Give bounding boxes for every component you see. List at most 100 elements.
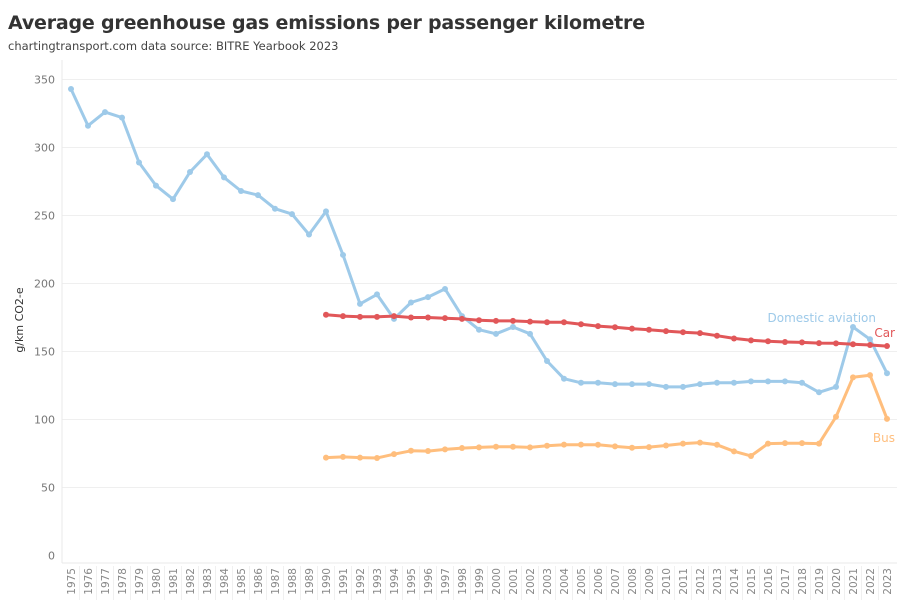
data-point[interactable] [731, 448, 737, 455]
data-point[interactable] [629, 444, 635, 451]
data-point[interactable] [425, 448, 431, 455]
data-point[interactable] [714, 379, 720, 386]
data-point[interactable] [544, 358, 550, 365]
data-point[interactable] [238, 188, 244, 195]
data-point[interactable] [765, 338, 771, 345]
data-point[interactable] [561, 319, 567, 326]
data-point[interactable] [442, 285, 448, 292]
data-point[interactable] [408, 447, 414, 454]
data-point[interactable] [680, 329, 686, 336]
data-point[interactable] [595, 379, 601, 386]
data-point[interactable] [629, 381, 635, 388]
data-point[interactable] [374, 313, 380, 320]
data-point[interactable] [306, 231, 312, 238]
data-point[interactable] [374, 454, 380, 461]
data-point[interactable] [595, 441, 601, 448]
data-point[interactable] [544, 442, 550, 449]
data-point[interactable] [493, 443, 499, 450]
data-point[interactable] [340, 251, 346, 258]
data-point[interactable] [170, 196, 176, 203]
data-point[interactable] [544, 319, 550, 326]
data-point[interactable] [578, 379, 584, 386]
data-point[interactable] [867, 372, 873, 379]
data-point[interactable] [68, 86, 74, 93]
data-point[interactable] [340, 313, 346, 320]
data-point[interactable] [85, 122, 91, 129]
data-point[interactable] [578, 441, 584, 448]
data-point[interactable] [731, 335, 737, 342]
data-point[interactable] [697, 381, 703, 388]
data-point[interactable] [510, 324, 516, 331]
data-point[interactable] [867, 341, 873, 348]
data-point[interactable] [527, 330, 533, 337]
data-point[interactable] [612, 381, 618, 388]
data-point[interactable] [510, 317, 516, 324]
data-point[interactable] [561, 441, 567, 448]
data-point[interactable] [289, 211, 295, 218]
data-point[interactable] [833, 383, 839, 390]
data-point[interactable] [459, 445, 465, 452]
data-point[interactable] [323, 311, 329, 318]
data-point[interactable] [816, 340, 822, 347]
data-point[interactable] [748, 378, 754, 385]
data-point[interactable] [442, 315, 448, 322]
data-point[interactable] [799, 379, 805, 386]
data-point[interactable] [884, 343, 890, 350]
data-point[interactable] [442, 446, 448, 453]
data-point[interactable] [493, 330, 499, 337]
data-point[interactable] [833, 340, 839, 347]
data-point[interactable] [476, 444, 482, 451]
data-point[interactable] [510, 443, 516, 450]
data-point[interactable] [731, 379, 737, 386]
data-point[interactable] [578, 321, 584, 328]
data-point[interactable] [459, 315, 465, 322]
data-point[interactable] [391, 451, 397, 458]
data-point[interactable] [816, 440, 822, 447]
data-point[interactable] [884, 370, 890, 377]
data-point[interactable] [629, 325, 635, 332]
data-point[interactable] [714, 332, 720, 339]
data-point[interactable] [697, 439, 703, 446]
data-point[interactable] [561, 375, 567, 382]
data-point[interactable] [765, 440, 771, 447]
data-point[interactable] [782, 378, 788, 385]
data-point[interactable] [272, 205, 278, 212]
data-point[interactable] [612, 443, 618, 450]
data-point[interactable] [408, 314, 414, 321]
data-point[interactable] [187, 168, 193, 175]
data-point[interactable] [782, 338, 788, 345]
data-point[interactable] [782, 440, 788, 447]
data-point[interactable] [646, 444, 652, 451]
data-point[interactable] [748, 452, 754, 459]
data-point[interactable] [391, 313, 397, 320]
data-point[interactable] [136, 159, 142, 166]
data-point[interactable] [527, 318, 533, 325]
data-point[interactable] [153, 182, 159, 189]
data-point[interactable] [799, 339, 805, 346]
data-point[interactable] [850, 324, 856, 331]
data-point[interactable] [425, 314, 431, 321]
data-point[interactable] [799, 440, 805, 447]
data-point[interactable] [374, 291, 380, 298]
data-point[interactable] [323, 208, 329, 215]
data-point[interactable] [612, 324, 618, 331]
data-point[interactable] [527, 444, 533, 451]
data-point[interactable] [765, 378, 771, 385]
data-point[interactable] [867, 336, 873, 343]
data-point[interactable] [663, 383, 669, 390]
data-point[interactable] [493, 317, 499, 324]
data-point[interactable] [476, 326, 482, 333]
data-point[interactable] [595, 323, 601, 330]
data-point[interactable] [833, 413, 839, 420]
data-point[interactable] [357, 454, 363, 461]
data-point[interactable] [102, 109, 108, 116]
data-point[interactable] [476, 317, 482, 324]
data-point[interactable] [680, 383, 686, 390]
data-point[interactable] [646, 326, 652, 333]
data-point[interactable] [850, 341, 856, 348]
data-point[interactable] [816, 389, 822, 396]
data-point[interactable] [357, 300, 363, 307]
data-point[interactable] [714, 441, 720, 448]
data-point[interactable] [850, 374, 856, 381]
data-point[interactable] [357, 313, 363, 320]
